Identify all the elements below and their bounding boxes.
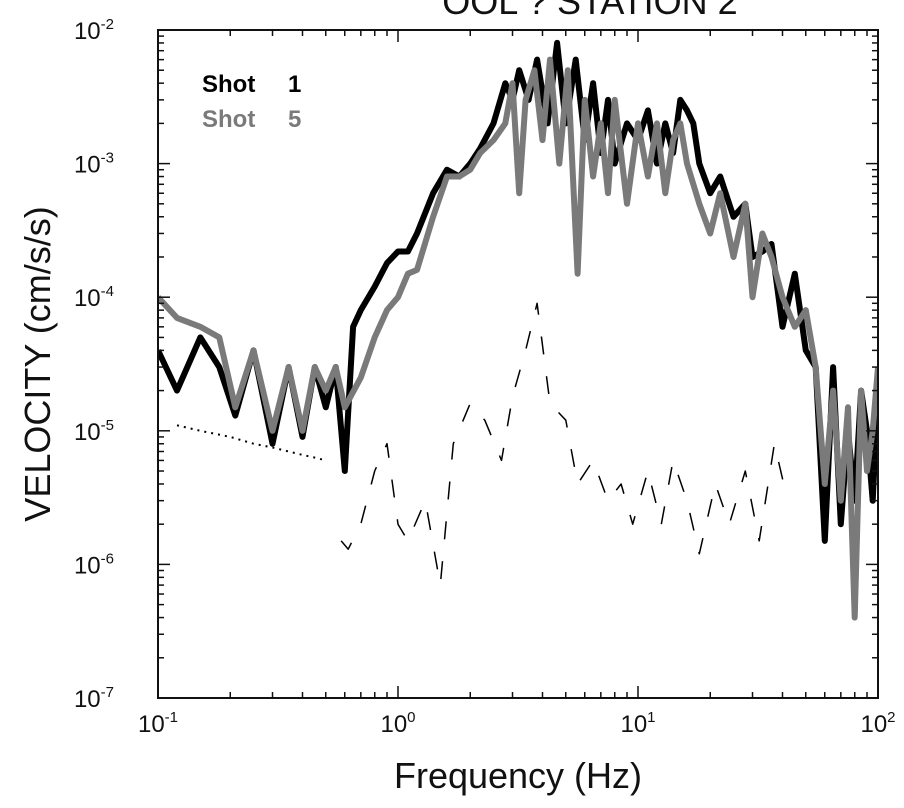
y-tick-label: 10-6 bbox=[74, 550, 114, 579]
legend-label-shot-5: Shot bbox=[202, 106, 255, 133]
series-layer bbox=[158, 39, 878, 621]
x-tick-label: 102 bbox=[860, 709, 895, 738]
ticks-layer bbox=[158, 30, 878, 698]
y-tick-label: 10-2 bbox=[74, 16, 114, 45]
y-tick-labels: 10-7 10-6 10-5 10-4 10-3 10-2 bbox=[74, 16, 114, 713]
x-axis-label: Frequency (Hz) bbox=[394, 755, 642, 796]
y-tick-label: 10-3 bbox=[74, 150, 114, 179]
series-line-1 bbox=[158, 56, 878, 621]
chart-title-fragment: OOL ? STATION 2 bbox=[442, 0, 737, 22]
y-tick-label: 10-5 bbox=[74, 417, 114, 446]
legend-label-shot-1: Shot bbox=[202, 71, 255, 98]
legend-number-shot-1: 1 bbox=[288, 71, 301, 98]
y-tick-label: 10-4 bbox=[74, 283, 114, 312]
y-axis-label: VELOCITY (cm/s/s) bbox=[17, 206, 58, 521]
legend: Shot 1 Shot 5 bbox=[202, 71, 301, 133]
legend-number-shot-5: 5 bbox=[288, 106, 301, 133]
x-tick-label: 101 bbox=[620, 709, 655, 738]
y-tick-label: 10-7 bbox=[74, 684, 114, 713]
x-tick-label: 100 bbox=[380, 709, 415, 738]
series-line-3 bbox=[340, 302, 789, 586]
x-tick-label: 10-1 bbox=[138, 709, 178, 738]
x-tick-labels: 10-1 100 101 102 bbox=[138, 709, 896, 738]
series-line-2 bbox=[176, 424, 327, 462]
plot-frame bbox=[157, 29, 879, 699]
series-line-0 bbox=[158, 39, 878, 544]
